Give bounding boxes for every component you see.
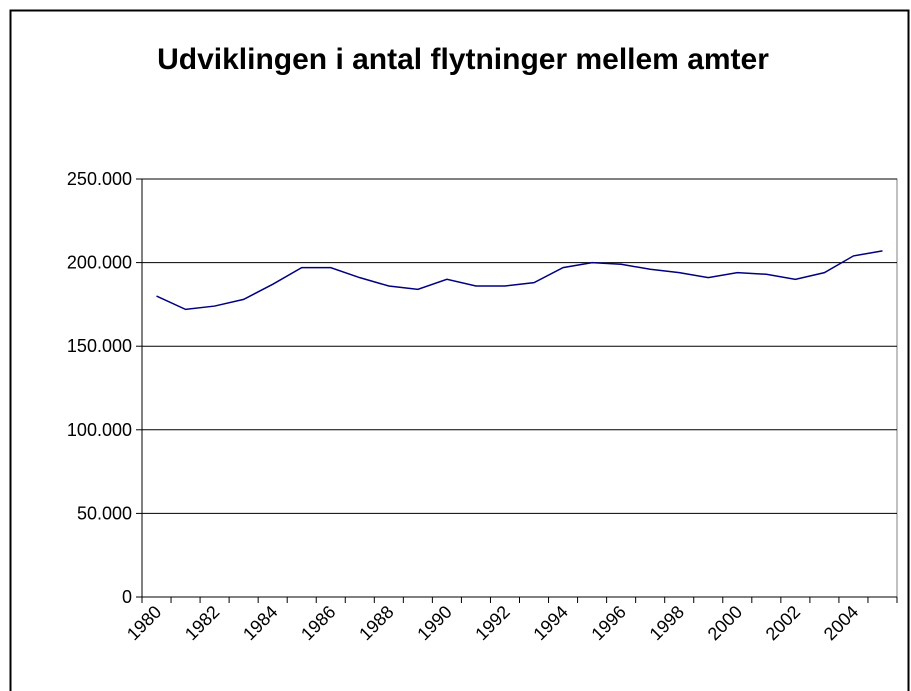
x-tick-label: 1980 — [123, 602, 165, 644]
x-tick-label: 1982 — [181, 602, 223, 644]
y-tick-label: 200.000 — [67, 253, 132, 273]
x-tick-label: 1992 — [471, 602, 513, 644]
chart-border — [9, 9, 910, 691]
y-tick-label: 250.000 — [67, 169, 132, 189]
x-tick-label: 1988 — [355, 602, 397, 644]
x-tick-label: 1990 — [413, 602, 455, 644]
x-tick-label: 1994 — [529, 602, 571, 644]
x-tick-label: 2004 — [820, 602, 862, 644]
x-tick-label: 1996 — [588, 602, 630, 644]
x-tick-label: 1998 — [646, 602, 688, 644]
y-tick-label: 150.000 — [67, 336, 132, 356]
y-tick-label: 50.000 — [77, 503, 132, 523]
y-tick-label: 100.000 — [67, 420, 132, 440]
x-tick-label: 2002 — [762, 602, 804, 644]
plot-area — [141, 178, 898, 598]
line-series — [156, 250, 883, 311]
x-tick-label: 2000 — [704, 602, 746, 644]
x-tick-label: 1984 — [239, 602, 281, 644]
x-tick-label: 1986 — [297, 602, 339, 644]
chart-title: Udviklingen i antal flytninger mellem am… — [157, 43, 769, 76]
y-tick-label: 0 — [122, 587, 132, 607]
